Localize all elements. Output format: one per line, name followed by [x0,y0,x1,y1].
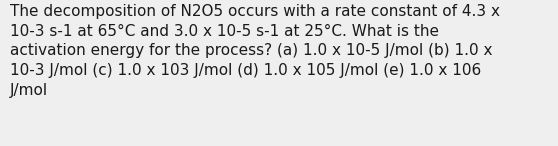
Text: The decomposition of N2O5 occurs with a rate constant of 4.3 x
10-3 s-1 at 65°C : The decomposition of N2O5 occurs with a … [10,4,500,98]
